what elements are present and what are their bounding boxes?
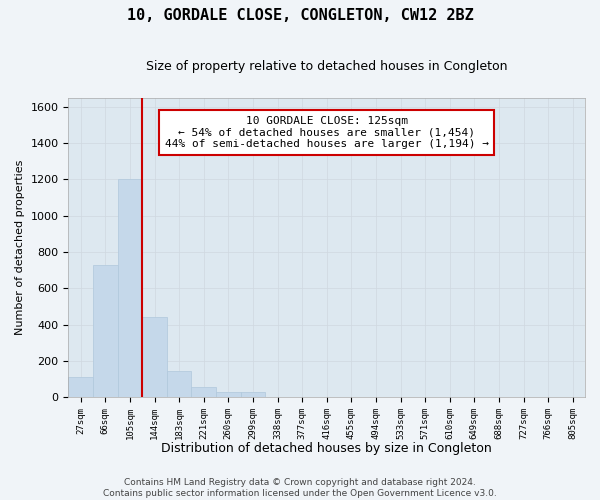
Bar: [191, 387, 216, 397]
Title: Size of property relative to detached houses in Congleton: Size of property relative to detached ho…: [146, 60, 508, 73]
Text: 10 GORDALE CLOSE: 125sqm
← 54% of detached houses are smaller (1,454)
44% of sem: 10 GORDALE CLOSE: 125sqm ← 54% of detach…: [165, 116, 489, 149]
Text: 10, GORDALE CLOSE, CONGLETON, CW12 2BZ: 10, GORDALE CLOSE, CONGLETON, CW12 2BZ: [127, 8, 473, 22]
Bar: [142, 318, 167, 397]
Bar: [216, 392, 241, 397]
Text: Contains HM Land Registry data © Crown copyright and database right 2024.
Contai: Contains HM Land Registry data © Crown c…: [103, 478, 497, 498]
Bar: [167, 371, 191, 397]
Bar: [93, 265, 118, 397]
Bar: [68, 378, 93, 397]
Bar: [241, 392, 265, 397]
Bar: [118, 180, 142, 397]
Y-axis label: Number of detached properties: Number of detached properties: [15, 160, 25, 335]
X-axis label: Distribution of detached houses by size in Congleton: Distribution of detached houses by size …: [161, 442, 492, 455]
